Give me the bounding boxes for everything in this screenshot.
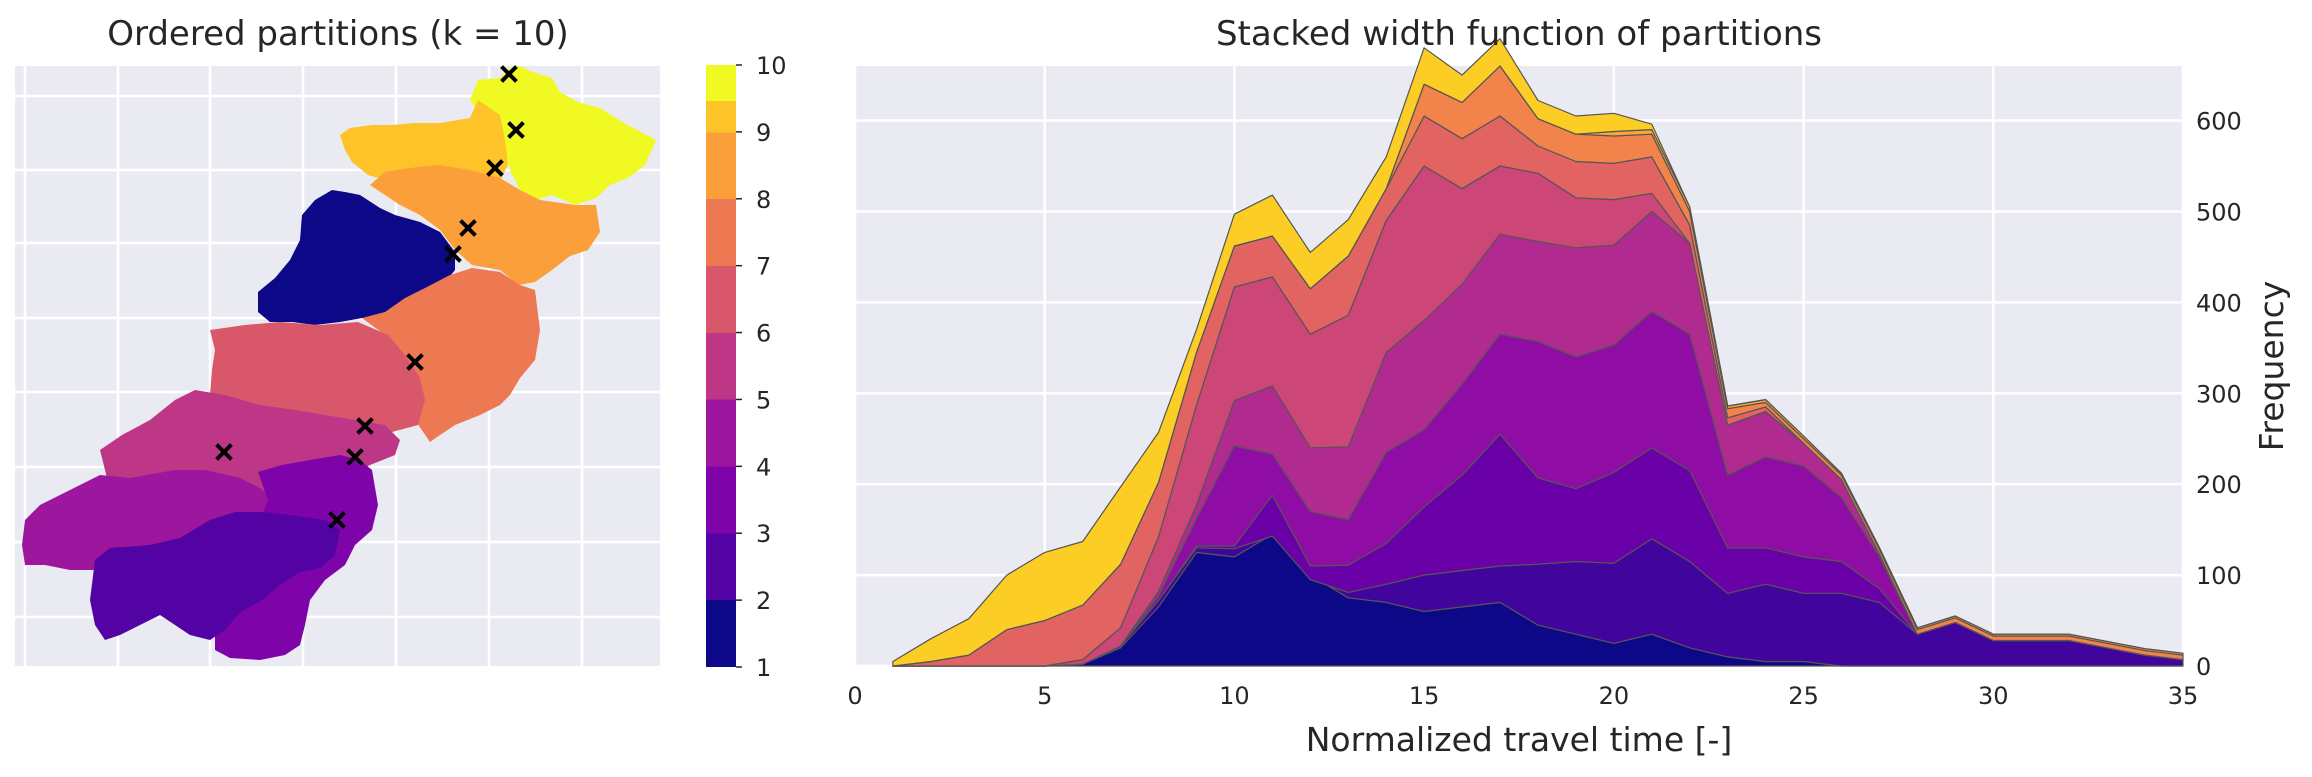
colorbar: 1 2 3 4 5 6 7 8 9 10 bbox=[706, 52, 787, 682]
partition-region-4 bbox=[22, 470, 275, 580]
colorbar-tick-label: 2 bbox=[756, 587, 771, 615]
colorbar-tick-label: 8 bbox=[756, 186, 771, 214]
partition-region-9 bbox=[340, 100, 508, 185]
outlet-marker-6 bbox=[406, 353, 424, 371]
y-tick-label: 400 bbox=[2196, 289, 2242, 317]
colorbar-tick-label: 9 bbox=[756, 119, 771, 147]
partition-region-1 bbox=[258, 190, 455, 325]
x-tick-label: 10 bbox=[1219, 682, 1250, 710]
x-axis-label: Normalized travel time [-] bbox=[1306, 720, 1733, 759]
outlet-marker-7 bbox=[459, 219, 477, 237]
partition-region-8 bbox=[370, 165, 600, 285]
x-tick-label: 30 bbox=[1978, 682, 2009, 710]
outlet-marker-10 bbox=[500, 65, 518, 83]
outlet-marker-4 bbox=[215, 443, 233, 461]
y-tick-label: 200 bbox=[2196, 471, 2242, 499]
chart-title: Stacked width function of partitions bbox=[1216, 14, 1822, 54]
y-tick-label: 500 bbox=[2196, 198, 2242, 226]
outlet-marker-3 bbox=[346, 448, 364, 466]
partition-region-6 bbox=[210, 322, 425, 432]
x-tick-label: 5 bbox=[1037, 682, 1052, 710]
outlet-marker-2 bbox=[328, 511, 346, 529]
outlet-marker-8 bbox=[486, 159, 504, 177]
colorbar-tick-label: 4 bbox=[756, 453, 771, 481]
x-tick-label: 0 bbox=[847, 682, 862, 710]
partition-region-10 bbox=[470, 66, 656, 205]
y-tick-label: 0 bbox=[2196, 653, 2211, 681]
y-tick-labels: 0 100 200 300 400 500 600 bbox=[2196, 108, 2242, 681]
stacked-areas bbox=[892, 38, 2184, 667]
colorbar-tick-label: 3 bbox=[756, 520, 771, 548]
outlet-markers bbox=[215, 65, 525, 529]
y-axis-label: Frequency bbox=[2252, 281, 2291, 451]
partition-region-2 bbox=[90, 512, 340, 640]
area-series-10 bbox=[892, 38, 2184, 667]
stacked-area-panel: 0 5 10 15 20 25 30 35 0 100 200 300 400 500 600 Stack… bbox=[847, 14, 2291, 759]
colorbar-tick-label: 5 bbox=[756, 386, 771, 414]
y-tick-label: 300 bbox=[2196, 380, 2242, 408]
x-tick-label: 35 bbox=[2168, 682, 2199, 710]
y-tick-label: 100 bbox=[2196, 562, 2242, 590]
partition-map-panel: Ordered partitions (k = 10) bbox=[15, 14, 660, 666]
x-tick-label: 20 bbox=[1599, 682, 1630, 710]
map-title: Ordered partitions (k = 10) bbox=[107, 14, 569, 54]
x-tick-labels: 0 5 10 15 20 25 30 35 bbox=[847, 682, 2198, 710]
partition-regions bbox=[22, 66, 656, 660]
outlet-marker-5 bbox=[356, 417, 374, 435]
colorbar-tick-label: 10 bbox=[756, 52, 787, 80]
y-tick-label: 600 bbox=[2196, 108, 2242, 136]
partition-region-7 bbox=[362, 268, 540, 442]
outlet-marker-9 bbox=[507, 121, 525, 139]
colorbar-tick-label: 1 bbox=[756, 654, 771, 682]
x-tick-label: 25 bbox=[1788, 682, 1819, 710]
colorbar-gradient bbox=[706, 65, 736, 667]
colorbar-tick-label: 6 bbox=[756, 320, 771, 348]
colorbar-tick-label: 7 bbox=[756, 253, 771, 281]
x-tick-label: 15 bbox=[1409, 682, 1440, 710]
outlet-marker-1 bbox=[444, 245, 462, 263]
